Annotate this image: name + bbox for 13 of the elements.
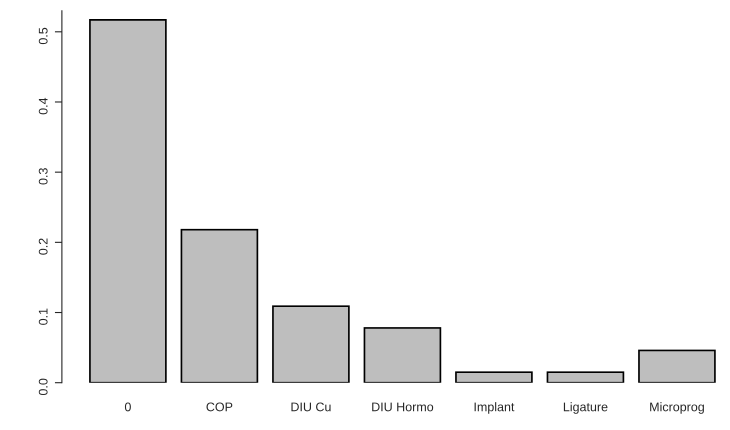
y-tick-label: 0.5 — [38, 28, 48, 44]
x-tick-label: Implant — [474, 402, 514, 414]
y-tick-label: 0.0 — [38, 378, 48, 396]
y-tick-label: 0.3 — [38, 168, 48, 185]
x-tick-label: Microprog — [650, 402, 704, 414]
y-tick-label: 0.1 — [38, 308, 48, 325]
x-tick-label: 0 — [124, 402, 131, 412]
x-tick-label: COP — [206, 402, 232, 412]
x-tick-label: Ligature — [564, 402, 608, 414]
x-tick-label: DIU Cu — [291, 402, 331, 412]
y-tick-label: 0.2 — [38, 238, 48, 255]
y-tick-label: 0.4 — [38, 98, 48, 114]
x-tick-label: DIU Hormo — [372, 402, 434, 412]
